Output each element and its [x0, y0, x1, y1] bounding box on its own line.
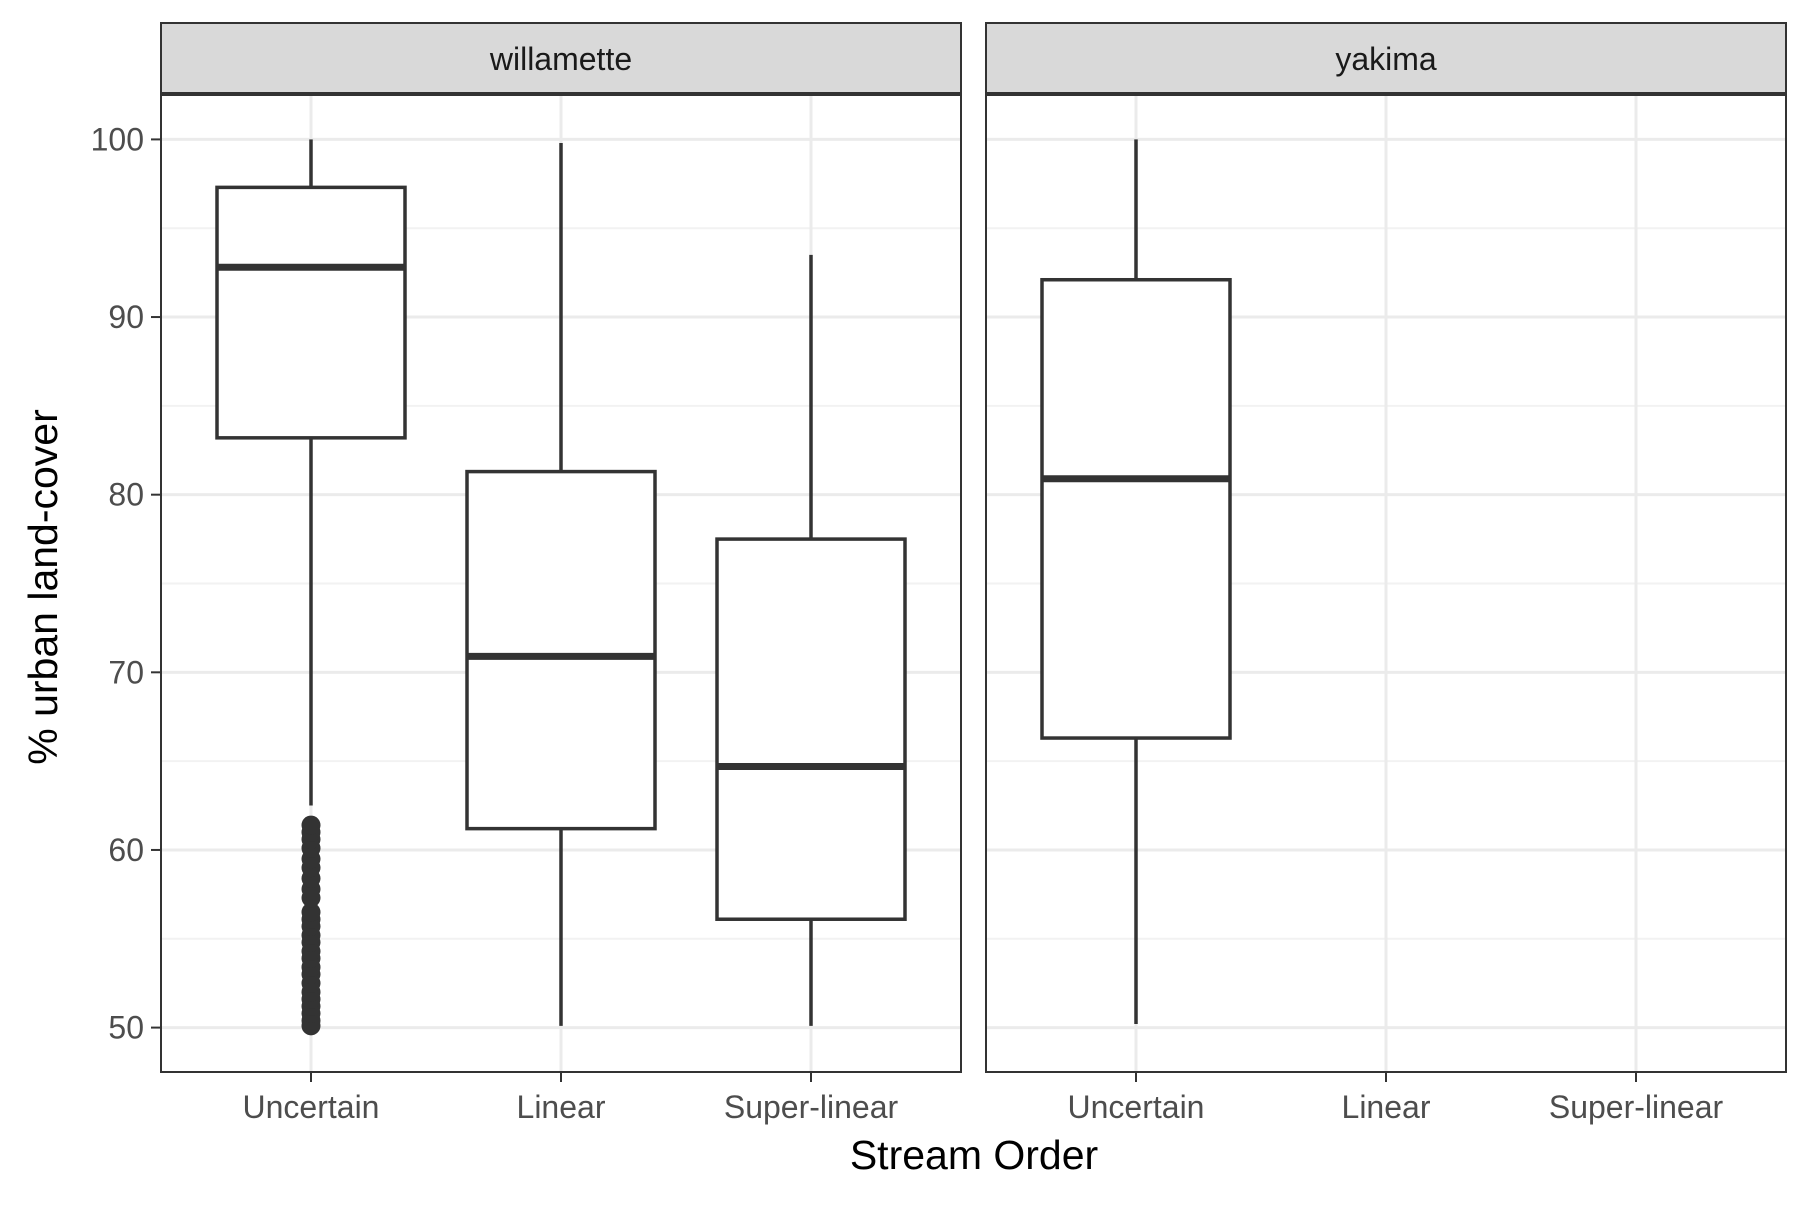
x-tick-label: Super-linear — [1549, 1089, 1724, 1125]
facet-strip-label: willamette — [489, 41, 632, 77]
facet-panel-willamette: willamette Uncertain Linear Super-linear — [160, 22, 962, 1125]
box-uncertain-yakima — [1040, 139, 1232, 1025]
box-super-linear-willamette — [715, 254, 907, 1026]
x-tick-label: Linear — [517, 1089, 606, 1125]
box-body — [1040, 277, 1232, 740]
box-body — [715, 537, 907, 921]
x-tick-label: Linear — [1342, 1089, 1431, 1125]
y-tick-label: 100 — [91, 121, 144, 157]
outlier-point — [301, 815, 321, 835]
x-tick-label: Uncertain — [243, 1089, 380, 1125]
y-tick-label: 50 — [108, 1010, 144, 1046]
y-tick-label: 70 — [108, 654, 144, 690]
y-tick-label: 80 — [108, 477, 144, 513]
y-axis: 50 60 70 80 90 100 — [91, 121, 161, 1046]
box-body — [465, 469, 657, 831]
box-uncertain-willamette — [215, 139, 407, 1036]
y-tick-label: 60 — [108, 832, 144, 868]
box-linear-willamette — [465, 142, 657, 1026]
facet-strip — [985, 22, 1787, 94]
y-axis-title: % urban land-cover — [20, 409, 66, 765]
x-axis-title: Stream Order — [850, 1132, 1098, 1178]
y-tick-label: 90 — [108, 299, 144, 335]
facet-strip — [160, 22, 962, 94]
x-tick-label: Uncertain — [1068, 1089, 1205, 1125]
outlier-point — [301, 902, 321, 922]
box-body — [215, 185, 407, 440]
x-tick-label: Super-linear — [724, 1089, 899, 1125]
facet-panel-yakima: yakima Uncertain Linear Super-linear — [985, 22, 1787, 1125]
facet-strip-label: yakima — [1335, 41, 1437, 77]
